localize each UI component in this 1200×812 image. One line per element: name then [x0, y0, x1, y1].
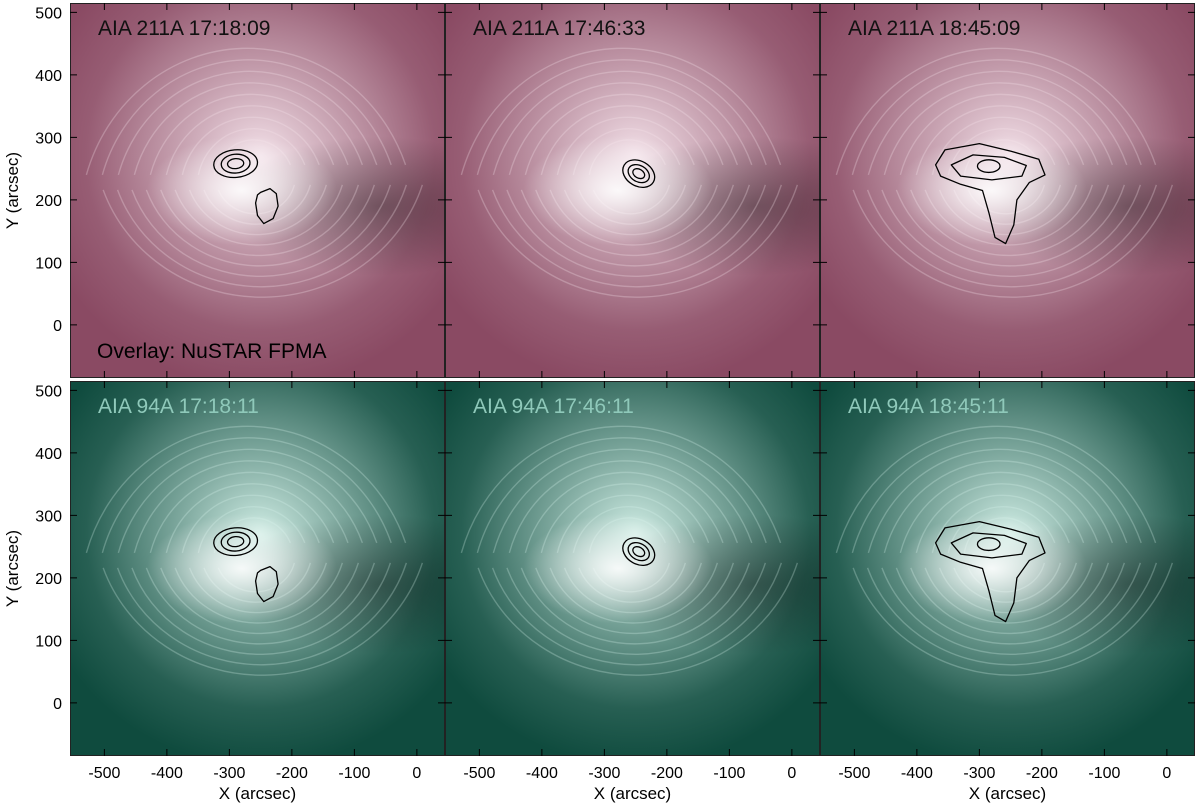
y-tick-label: 500: [35, 5, 62, 22]
nustar-contours: [934, 520, 1046, 623]
y-tick-label: 300: [35, 130, 62, 147]
nustar-contours: [934, 142, 1046, 245]
nustar-contours: [213, 527, 279, 603]
panel-frame: [445, 381, 820, 756]
tick-marks: [70, 3, 445, 378]
y-tick-label: 100: [35, 255, 62, 272]
contour-line: [976, 159, 1001, 174]
x-tick-label: -100: [713, 765, 745, 782]
contour-line: [226, 157, 245, 170]
active-region-core: [523, 513, 714, 624]
contour-line: [627, 163, 650, 184]
active-region-core: [523, 135, 714, 246]
y-tick-label: 400: [35, 68, 62, 85]
x-tick-label: -300: [588, 765, 620, 782]
contour-line: [976, 537, 1001, 552]
contour-line: [934, 142, 1046, 245]
tick-marks: [820, 3, 1195, 378]
active-region-core: [896, 135, 1087, 246]
y-tick-label: 100: [35, 633, 62, 650]
nustar-contours: [622, 537, 656, 567]
contour-line: [254, 187, 279, 225]
y-tick-label: 200: [35, 571, 62, 588]
y-tick-label: 500: [35, 383, 62, 400]
panel-1-2: AIA 211A 17:46:33: [445, 3, 820, 378]
contour-line: [622, 537, 656, 567]
x-tick-label: -500: [838, 765, 870, 782]
tick-marks: [820, 381, 1195, 756]
x-tick-label: 0: [412, 765, 421, 782]
x-axis-label: X (arcsec): [594, 784, 671, 803]
contour-line: [213, 527, 259, 557]
y-axis-label: Y (arcsec): [3, 530, 22, 607]
y-axis-label: Y (arcsec): [3, 152, 22, 229]
x-tick-label: -200: [651, 765, 683, 782]
x-tick-label: 0: [1162, 765, 1171, 782]
x-axis-label: X (arcsec): [219, 784, 296, 803]
y-tick-label: 0: [53, 696, 62, 713]
x-tick-label: -100: [338, 765, 370, 782]
x-axis-label: X (arcsec): [969, 784, 1046, 803]
contour-line: [632, 546, 646, 558]
panel-title: AIA 211A 17:46:33: [473, 17, 645, 40]
x-tick-label: -400: [151, 765, 183, 782]
panel-frame: [445, 3, 820, 378]
contour-line: [632, 168, 646, 180]
x-tick-label: -500: [88, 765, 120, 782]
panel-title: AIA 94A 17:46:11: [473, 395, 634, 418]
y-tick-label: 0: [53, 318, 62, 335]
nustar-contours: [622, 159, 656, 189]
panel-2-3: AIA 94A 18:45:11: [820, 381, 1195, 756]
panels-group: AIA 211A 17:18:09 AIA 211A 17:46:33 AIA 21…: [70, 3, 1195, 756]
contour-line: [950, 532, 1027, 559]
panel-frame: [820, 381, 1195, 756]
contour-line: [213, 149, 259, 179]
panel-title: AIA 211A 18:45:09: [848, 17, 1020, 40]
panel-title: AIA 211A 17:18:09: [98, 17, 270, 40]
contour-line: [622, 159, 656, 189]
x-tick-label: -100: [1088, 765, 1120, 782]
overlay-label: Overlay: NuSTAR FPMA: [97, 340, 326, 363]
panel-2-1: AIA 94A 17:18:11: [70, 381, 445, 756]
x-tick-label: -400: [526, 765, 558, 782]
tick-marks: [70, 381, 445, 756]
x-tick-label: -400: [901, 765, 933, 782]
x-tick-label: -200: [1026, 765, 1058, 782]
tick-marks: [445, 381, 820, 756]
x-tick-label: -300: [213, 765, 245, 782]
contour-line: [226, 535, 245, 548]
axes-group: 0 100 200 300 400 500 Y (arcsec) 0 100 200 300 400 5…: [3, 5, 1171, 803]
contour-line: [950, 154, 1027, 181]
y-tick-label: 200: [35, 193, 62, 210]
active-region-core: [146, 135, 337, 246]
contour-line: [220, 153, 251, 174]
x-tick-label: -300: [963, 765, 995, 782]
panel-title: AIA 94A 17:18:11: [98, 395, 259, 418]
panel-1-1: AIA 211A 17:18:09: [70, 3, 445, 378]
y-tick-label: 400: [35, 446, 62, 463]
active-region-core: [896, 513, 1087, 624]
tick-marks: [445, 3, 820, 378]
active-region-core: [146, 513, 337, 624]
panel-frame: [820, 3, 1195, 378]
x-tick-label: -500: [463, 765, 495, 782]
panel-2-2: AIA 94A 17:46:11: [445, 381, 820, 756]
x-tick-label: -200: [276, 765, 308, 782]
panel-frame: [70, 3, 445, 378]
panel-frame: [70, 381, 445, 756]
contour-line: [934, 520, 1046, 623]
y-tick-label: 300: [35, 508, 62, 525]
nustar-contours: [213, 149, 279, 225]
contour-line: [627, 541, 650, 562]
panel-title: AIA 94A 18:45:11: [848, 395, 1009, 418]
contour-line: [254, 565, 279, 603]
x-tick-label: 0: [787, 765, 796, 782]
panel-1-3: AIA 211A 18:45:09: [820, 3, 1195, 378]
contour-line: [220, 531, 251, 552]
